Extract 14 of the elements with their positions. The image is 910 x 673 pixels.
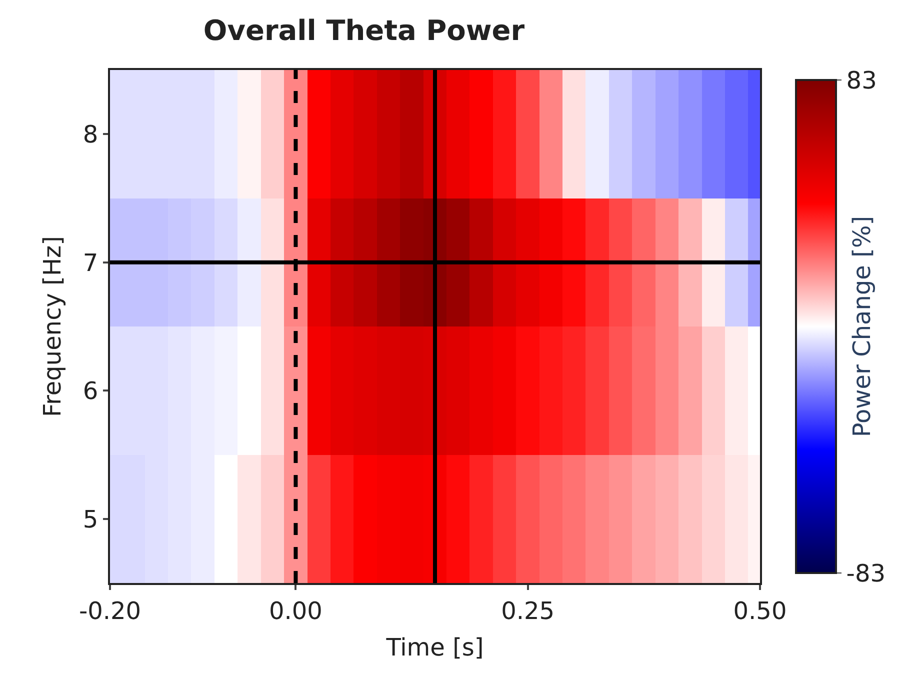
y-tick-label: 5 bbox=[82, 505, 98, 534]
chart-title: Overall Theta Power bbox=[203, 14, 525, 47]
color-bar-label: -83 bbox=[846, 559, 886, 588]
y-tick-label: 7 bbox=[82, 248, 98, 277]
x-tick-label: 0.25 bbox=[501, 596, 555, 625]
y-tick-label: 6 bbox=[82, 377, 98, 406]
x-axis-title: Time [s] bbox=[385, 634, 484, 662]
y-axis-title: Frequency [Hz] bbox=[38, 236, 67, 417]
x-tick-label: -0.20 bbox=[78, 596, 142, 625]
color-bar-label: 83 bbox=[846, 66, 877, 94]
y-tick-label: 8 bbox=[82, 120, 98, 149]
color-bar-title: Power Change [%] bbox=[848, 216, 876, 438]
x-tick-label: 0.00 bbox=[268, 596, 322, 625]
x-tick-label: 0.50 bbox=[733, 596, 787, 625]
